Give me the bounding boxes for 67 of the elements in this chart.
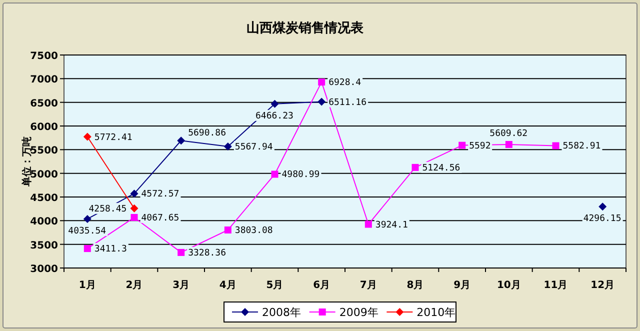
x-tick-label: 6月 [313,280,330,291]
y-tick-label: 6000 [30,122,58,133]
data-label: 5582.91 [562,142,601,152]
data-label: 4980.99 [282,170,320,180]
x-tick-label: 8月 [406,280,424,291]
data-label: 4296.15 [583,214,622,224]
y-tick-label: 4500 [30,193,58,204]
y-axis-title: 单位：万吨 [21,136,33,188]
point [83,214,92,223]
legend-label: 2009年 [339,306,378,319]
y-tick-label: 6500 [30,98,58,110]
point [83,132,92,141]
data-label: 5690.86 [188,128,226,139]
legend-label: 2008年 [262,306,301,319]
x-tick-label: 10月 [496,280,521,291]
data-label: 4067.65 [141,213,180,224]
x-tick-label: 3月 [172,280,190,291]
point [224,226,232,234]
data-label: 4572.57 [141,190,180,200]
y-tick-label: 4000 [30,216,58,228]
data-label: 6928.4 [328,78,362,88]
data-label: 5609.62 [490,128,528,139]
point [84,245,91,252]
data-label: 3803.08 [234,226,273,236]
legend-label: 2010年 [416,306,456,319]
data-label: 6466.23 [256,111,294,122]
point [271,170,278,178]
y-tick-label: 5000 [30,169,58,180]
x-tick-label: 12月 [590,280,615,291]
point [130,190,138,198]
data-label: 6511.16 [328,98,367,108]
y-tick-label: 3000 [30,264,58,275]
point [130,214,138,221]
point [224,142,232,150]
point [552,142,560,150]
point [364,220,372,228]
data-label: 3328.36 [188,248,226,258]
point [412,164,419,171]
y-tick-label: 7000 [30,74,58,86]
y-tick-label: 7500 [30,51,58,62]
data-label: 3411.3 [94,244,127,255]
x-tick-label: 7月 [360,280,377,291]
point [505,140,512,148]
data-label: 5567.94 [234,142,273,152]
x-tick-label: 9月 [454,280,471,291]
y-tick-label: 5500 [30,146,58,157]
data-label: 5592 [469,141,491,152]
x-tick-label: 5月 [266,280,284,291]
point [318,78,326,86]
point [270,100,279,108]
point [130,204,138,212]
x-tick-label: 1月 [78,280,96,291]
chart-title: 山西煤炭销售情况表 [246,21,364,36]
point [458,142,466,149]
point [598,202,607,211]
data-label: 5772.41 [94,132,132,143]
point [177,136,186,145]
data-label: 4035.54 [68,226,106,236]
x-tick-label: 2月 [126,280,143,291]
point [178,248,185,256]
data-label: 5124.56 [422,163,460,174]
data-label: 3924.1 [375,220,408,230]
x-tick-label: 11月 [544,280,568,291]
point [318,98,326,106]
y-tick-label: 3500 [30,240,58,252]
x-tick-label: 4月 [219,280,236,291]
data-label: 4258.45 [88,204,127,214]
